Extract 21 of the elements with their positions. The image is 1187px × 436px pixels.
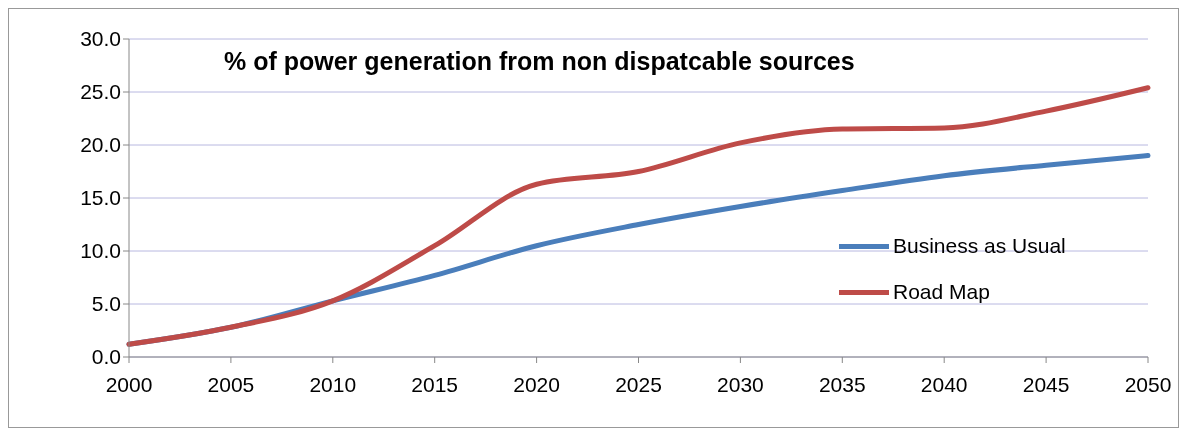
- x-tick-label: 2025: [615, 372, 662, 396]
- y-tick-label: 5.0: [91, 292, 121, 316]
- x-tick-label: 2050: [1124, 372, 1172, 396]
- y-tick-label: 15.0: [80, 186, 121, 210]
- x-tick-label: 2045: [1022, 372, 1070, 396]
- x-tick-label: 2040: [920, 372, 968, 396]
- y-tick-label: 30.0: [80, 27, 121, 51]
- x-tick-label: 2030: [717, 372, 764, 396]
- x-tick-label: 2035: [818, 372, 866, 396]
- x-tick-label: 2020: [513, 372, 560, 396]
- x-tick-label: 2010: [309, 372, 357, 396]
- y-tick-label: 25.0: [80, 80, 121, 104]
- y-tick-label: 20.0: [80, 133, 121, 157]
- x-tick-label: 2015: [411, 372, 459, 396]
- legend-label: Business as Usual: [893, 234, 1066, 258]
- legend-label: Road Map: [893, 280, 990, 304]
- y-tick-label: 10.0: [80, 239, 121, 263]
- x-tick-label: 2005: [207, 372, 255, 396]
- y-tick-label: 0.0: [91, 345, 121, 369]
- chart-title: % of power generation from non dispatcable sources: [224, 47, 855, 76]
- x-tick-label: 2000: [105, 372, 153, 396]
